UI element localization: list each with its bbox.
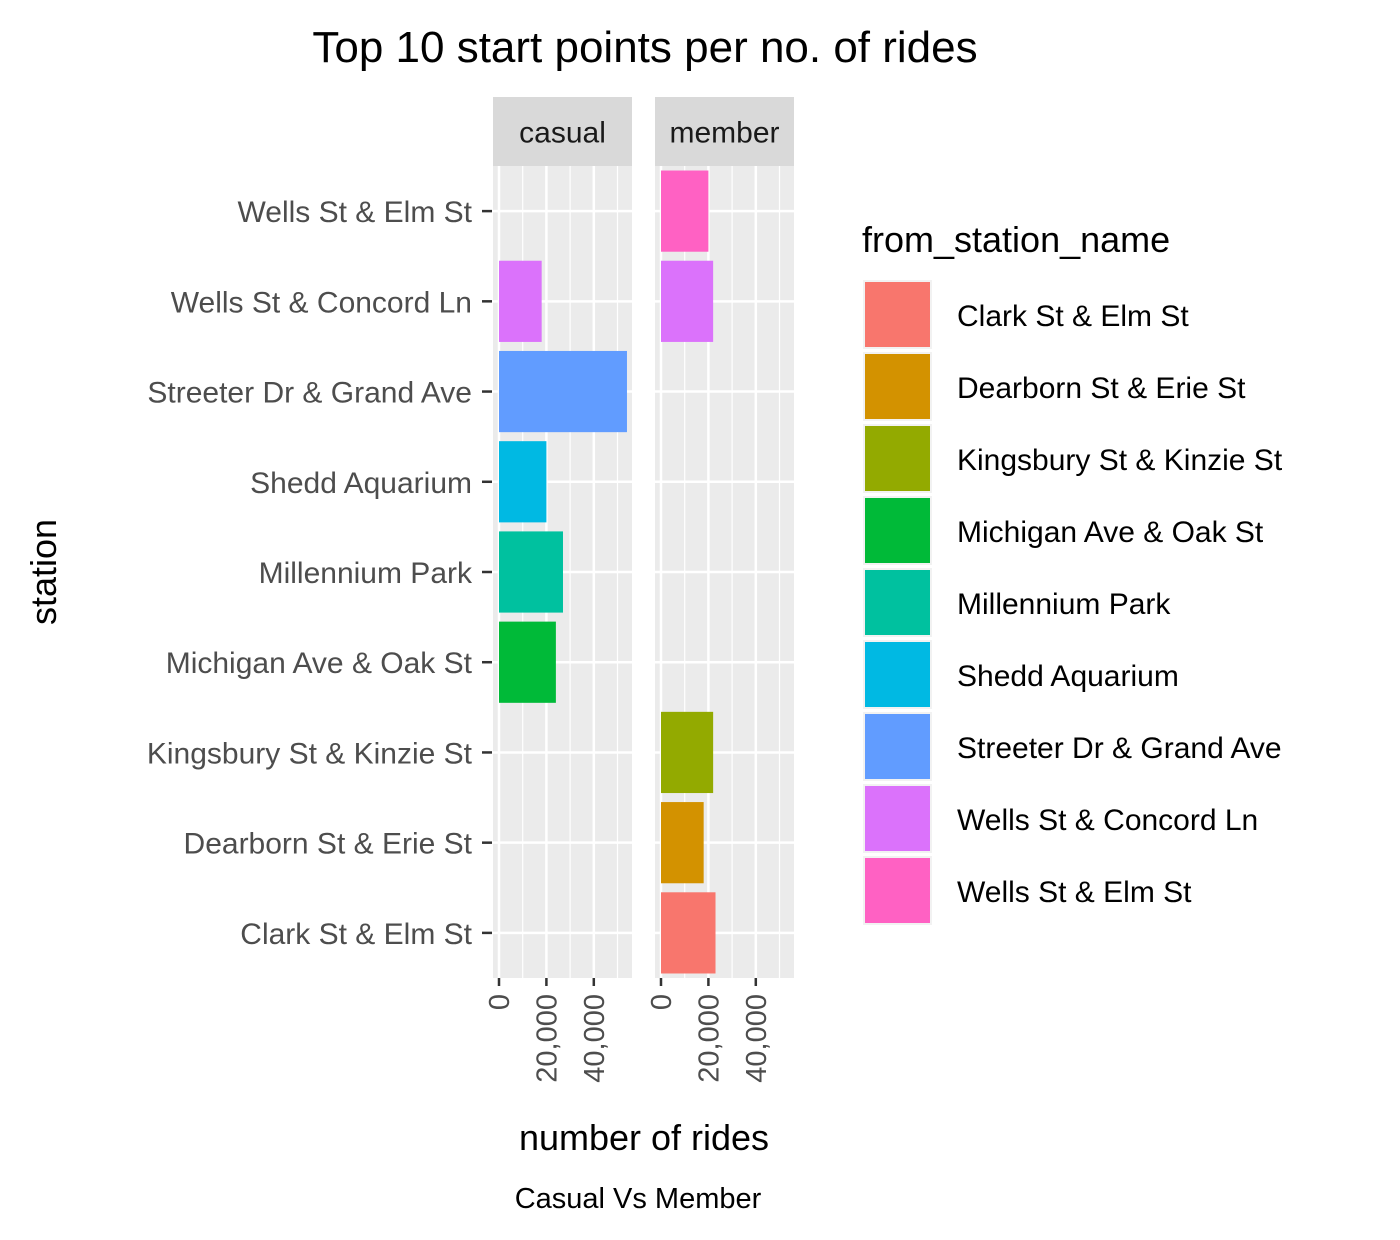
bar-member-wells-st-and-concord-ln	[661, 260, 714, 342]
legend-swatch-streeter-dr-and-grand-ave	[865, 714, 930, 779]
legend-swatch-clark-st-and-elm-st	[865, 282, 930, 347]
chart-title: Top 10 start points per no. of rides	[312, 23, 977, 72]
legend-label: Millennium Park	[957, 588, 1171, 621]
y-tick-label: Streeter Dr & Grand Ave	[147, 377, 472, 410]
facet-panel-casual: casual 0 20,000 40,000	[484, 97, 632, 1083]
legend-swatch-dearborn-st-and-erie-st	[865, 354, 930, 419]
bar-member-dearborn-st-and-erie-st	[661, 802, 704, 884]
legend-label: Clark St & Elm St	[957, 300, 1189, 333]
bar-casual-shedd-aquarium	[499, 441, 547, 523]
x-axis-title: number of rides	[519, 1117, 769, 1158]
facet-label-member: member	[669, 117, 779, 150]
bar-casual-millennium-park	[499, 531, 563, 613]
x-tick-label: 0	[484, 994, 516, 1010]
legend-swatch-shedd-aquarium	[865, 642, 930, 707]
legend-title: from_station_name	[862, 219, 1170, 260]
facet-label-casual: casual	[519, 117, 606, 150]
x-tick-label: 0	[646, 994, 678, 1010]
facet-strip	[655, 97, 794, 166]
y-axis-title: station	[23, 519, 64, 625]
legend-label: Wells St & Elm St	[957, 876, 1192, 909]
bar-member-clark-st-and-elm-st	[661, 892, 716, 974]
chart-caption: Casual Vs Member	[515, 1183, 762, 1215]
bar-casual-streeter-dr-and-grand-ave	[499, 350, 627, 433]
y-tick-label: Wells St & Elm St	[238, 196, 473, 229]
legend-swatch-kingsbury-st-and-kinzie-st	[865, 426, 930, 491]
legend-swatch-michigan-ave-and-oak-st	[865, 498, 930, 563]
x-tick-label: 40,000	[579, 994, 611, 1083]
bar-casual-michigan-ave-and-oak-st	[499, 621, 556, 703]
x-tick-label: 40,000	[741, 994, 773, 1083]
y-tick-label: Kingsbury St & Kinzie St	[147, 737, 473, 770]
legend-label: Kingsbury St & Kinzie St	[957, 444, 1283, 477]
legend-label: Streeter Dr & Grand Ave	[957, 732, 1282, 765]
facet-panel-member: member 0 20,000 40,000	[646, 97, 794, 1083]
y-tick-label: Millennium Park	[259, 557, 473, 590]
legend-label: Shedd Aquarium	[957, 660, 1179, 693]
y-tick-label: Michigan Ave & Oak St	[166, 647, 473, 680]
bar-casual-wells-st-and-concord-ln	[499, 260, 542, 342]
x-tick-label: 20,000	[693, 994, 725, 1083]
legend-label: Michigan Ave & Oak St	[957, 516, 1264, 549]
x-tick-label: 20,000	[531, 994, 563, 1083]
legend-swatch-wells-st-and-elm-st	[865, 858, 930, 923]
legend-label: Wells St & Concord Ln	[957, 804, 1258, 837]
y-tick-label: Wells St & Concord Ln	[171, 286, 472, 319]
y-tick-label: Shedd Aquarium	[250, 467, 472, 500]
legend-label: Dearborn St & Erie St	[957, 372, 1246, 405]
bar-member-wells-st-and-elm-st	[661, 170, 709, 252]
facet-strip	[493, 97, 632, 166]
y-tick-label: Dearborn St & Erie St	[184, 828, 473, 861]
bar-member-kingsbury-st-and-kinzie-st	[661, 711, 714, 794]
legend-swatch-millennium-park	[865, 570, 930, 635]
legend-swatch-wells-st-and-concord-ln	[865, 786, 930, 851]
y-tick-label: Clark St & Elm St	[240, 918, 472, 951]
